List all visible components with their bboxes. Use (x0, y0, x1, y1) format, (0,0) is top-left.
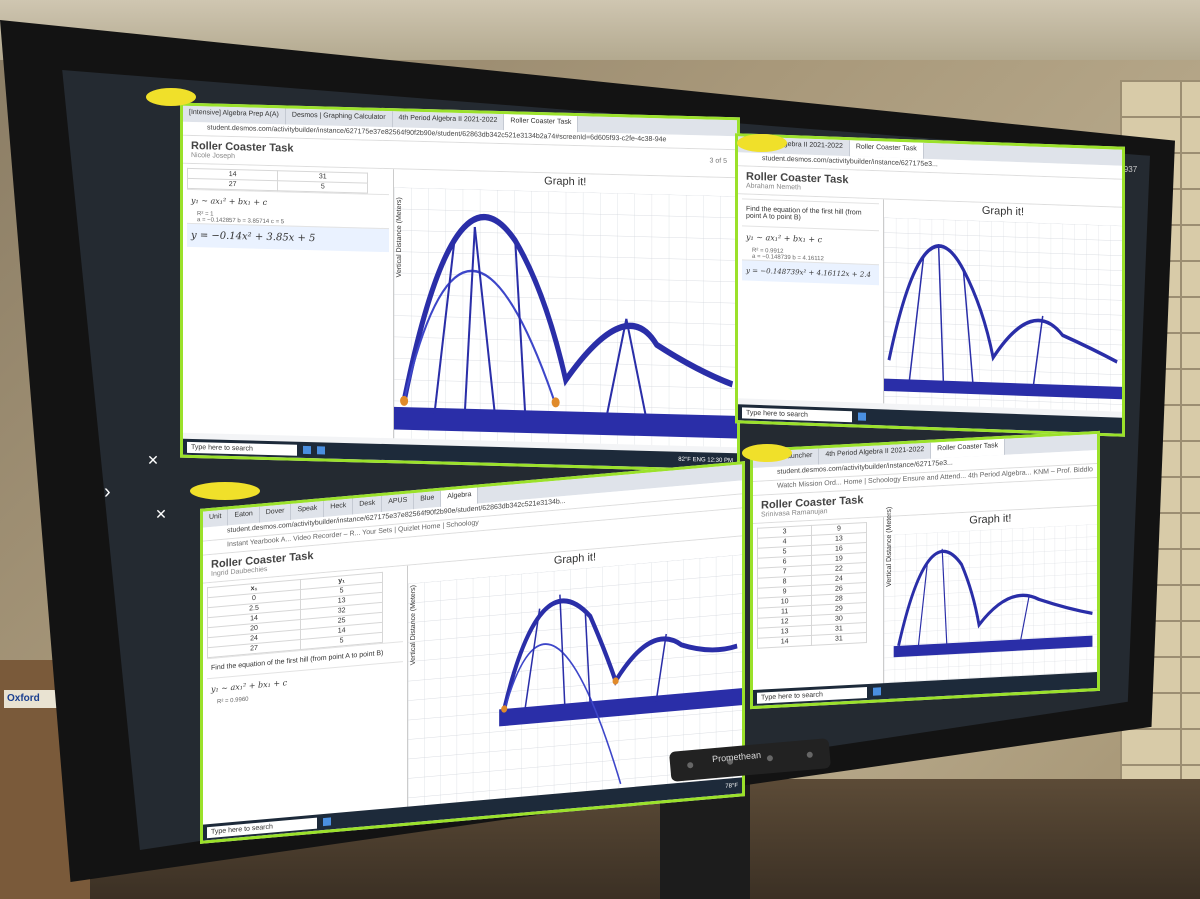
power-icon[interactable] (686, 761, 694, 769)
redaction-mark (190, 482, 260, 500)
taskbar-search[interactable]: Type here to search (742, 406, 852, 422)
browser-tab[interactable]: Dover (259, 503, 292, 523)
browser-tab[interactable]: Heck (324, 498, 354, 517)
app-icon[interactable] (303, 445, 311, 455)
browser-tab[interactable]: Desk (353, 495, 383, 515)
graph-area[interactable]: Graph it! Vertical Distance (Meters) (883, 505, 1097, 692)
graph-plot[interactable] (393, 187, 737, 448)
browser-tab[interactable]: 4th Period Algebra II 2021-2022 (392, 111, 505, 131)
point-b[interactable] (551, 397, 560, 408)
expression-list[interactable]: 14 31 27 5 y₁ ~ ax₁² + bx₁ + c R² = 1 a = … (183, 163, 394, 439)
input-icon[interactable] (766, 755, 774, 762)
app-icon[interactable] (317, 446, 325, 455)
coaster-supports (917, 548, 1030, 651)
redaction-mark (742, 444, 792, 462)
graph-plot[interactable] (883, 523, 1097, 692)
browser-tab[interactable]: Roller Coaster Task (849, 140, 924, 159)
y-axis-label: Vertical Distance (Meters) (409, 584, 417, 666)
app-icon[interactable] (858, 412, 866, 421)
close-icon[interactable]: ✕ (155, 506, 167, 522)
point-a[interactable] (500, 705, 508, 713)
student-window-2[interactable]: 4th Period Algebra II 2021-2022 Roller C… (735, 133, 1125, 437)
graph-area[interactable]: Graph it! (883, 199, 1122, 412)
coaster-track (502, 598, 738, 710)
browser-tab[interactable]: Algebra (441, 487, 479, 507)
volume-icon[interactable] (806, 751, 814, 759)
taskbar-search[interactable]: Type here to search (187, 441, 297, 456)
redaction-mark (737, 134, 787, 152)
coaster-base (893, 635, 1093, 658)
regression-curve (503, 643, 622, 785)
grid (883, 217, 1122, 412)
coaster-supports (523, 594, 667, 714)
taskbar-clock: 78°F (725, 782, 738, 790)
browser-tab[interactable]: Desmos | Graphing Calculator (285, 108, 393, 128)
graph-plot[interactable] (407, 554, 742, 815)
browser-tab[interactable]: Unit (203, 509, 229, 528)
browser-tab[interactable]: [Intensive] Algebra Prep A(A) (183, 105, 286, 125)
equation-expression[interactable]: y = −0.148739x² + 4.16112x + 2.4 (742, 259, 879, 286)
student-window-1[interactable]: [Intensive] Algebra Prep A(A) Desmos | G… (180, 102, 740, 473)
coaster-track (896, 549, 1093, 647)
student-window-4[interactable]: Activity Launcher 4th Period Algebra II … (750, 430, 1100, 710)
browser-tab[interactable]: Roller Coaster Task (504, 114, 579, 133)
app-icon[interactable] (323, 817, 331, 827)
taskbar-search[interactable]: Type here to search (757, 686, 867, 704)
coaster-base (498, 688, 742, 727)
app-icon[interactable] (873, 687, 881, 696)
y-axis-label: Vertical Distance (Meters) (395, 196, 403, 278)
y-axis-label: Vertical Distance (Meters) (885, 506, 893, 587)
browser-tab[interactable]: Eaton (228, 506, 260, 526)
coaster-supports (907, 244, 1044, 391)
table-cell[interactable]: 14 (757, 635, 812, 649)
coaster-supports (432, 226, 648, 421)
expression-list[interactable]: Find the equation of the first hill (fro… (738, 194, 884, 404)
graph-area[interactable]: Graph it! Vertical Distance (Meters) (407, 536, 742, 815)
grid (393, 187, 737, 448)
equation-expression[interactable]: y = −0.14x² + 3.85x + 5 (187, 222, 389, 253)
browser-tab[interactable]: Blue (414, 490, 442, 510)
graph-plot[interactable] (883, 217, 1122, 412)
graph-area[interactable]: Graph it! Vertical Distance (Meters) (393, 169, 737, 448)
point-b[interactable] (612, 677, 619, 685)
point-a[interactable] (399, 395, 408, 406)
coaster-track (887, 244, 1118, 364)
student-window-3[interactable]: Unit Eaton Dover Speak Heck Desk APUS Bl… (200, 461, 745, 844)
chevron-right-icon[interactable]: › (104, 481, 111, 503)
browser-tab[interactable]: Speak (291, 500, 325, 520)
screen-pager[interactable]: 3 of 5 (709, 157, 727, 165)
grid (407, 554, 742, 815)
coaster-base (393, 406, 737, 439)
browser-tab[interactable]: APUS (382, 493, 415, 512)
close-icon[interactable]: ✕ (147, 452, 159, 468)
redaction-mark (146, 88, 196, 106)
table-cell[interactable]: 31 (811, 632, 867, 646)
coaster-track (401, 214, 733, 402)
